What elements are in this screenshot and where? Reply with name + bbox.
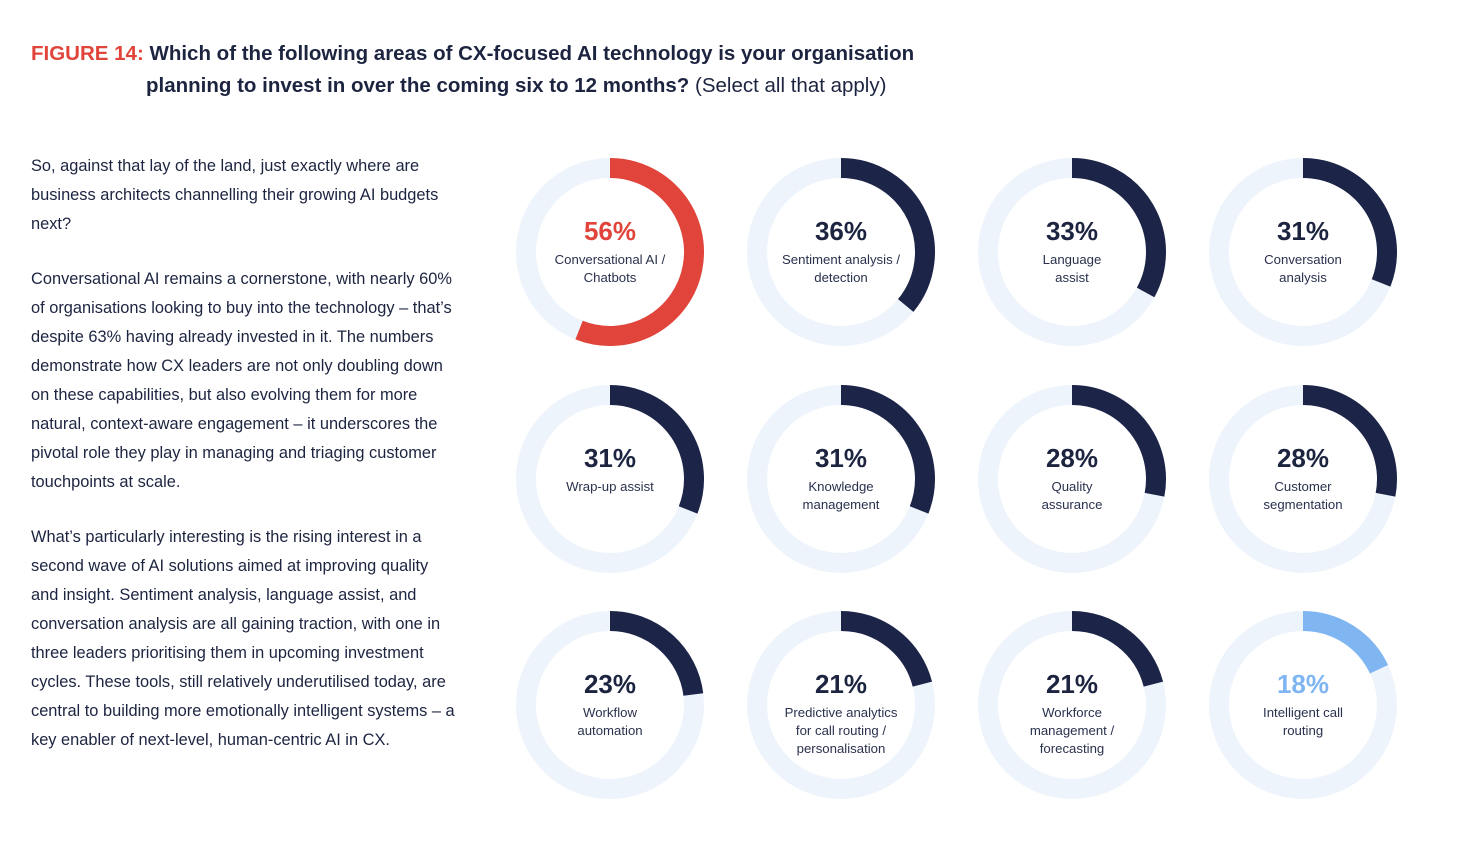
donut-label: routing <box>1283 723 1323 738</box>
donut-arc <box>1071 611 1164 687</box>
paragraph-3: What’s particularly interesting is the r… <box>31 528 455 749</box>
donut-label: detection <box>814 270 868 285</box>
donut-label: Customer <box>1274 479 1332 494</box>
figure-question-line2: planning to invest in over the coming si… <box>146 74 690 97</box>
donut-arc <box>609 611 704 697</box>
donut-workforce-management-forecasting: 21% Workforce management / forecasting <box>978 611 1166 799</box>
donut-label: Wrap-up assist <box>566 479 654 494</box>
figure-label: FIGURE 14: <box>31 42 144 65</box>
donut-label: automation <box>577 723 642 738</box>
donut-label: Chatbots <box>584 270 637 285</box>
donut-label: forecasting <box>1040 741 1105 756</box>
figure-note: (Select all that apply) <box>695 74 887 97</box>
donut-arc <box>840 385 935 514</box>
donut-conversational-ai-chatbots: 56% Conversational AI / Chatbots <box>516 158 704 346</box>
donut-value: 21% <box>1046 669 1098 699</box>
donut-label: Quality <box>1051 479 1092 494</box>
donut-label: Knowledge <box>808 479 873 494</box>
donut-value: 31% <box>584 443 636 473</box>
donut-value: 18% <box>1277 669 1329 699</box>
donut-arc <box>609 385 704 514</box>
donut-value: 21% <box>815 669 867 699</box>
donut-label: analysis <box>1279 270 1327 285</box>
donut-arc <box>840 611 933 687</box>
donut-value: 23% <box>584 669 636 699</box>
donut-label: Predictive analytics <box>785 705 898 720</box>
donut-value: 28% <box>1277 443 1329 473</box>
donut-conversation-analysis: 31% Conversation analysis <box>1209 158 1397 346</box>
donut-arc <box>1302 611 1389 674</box>
paragraph-1: So, against that lay of the land, just e… <box>31 157 439 233</box>
donut-label: segmentation <box>1263 497 1342 512</box>
donut-label: Conversation <box>1264 252 1342 267</box>
donut-workflow-automation: 23% Workflow automation <box>516 611 704 799</box>
donut-label: Sentiment analysis / <box>782 252 900 267</box>
donut-wrap-up-assist: 31% Wrap-up assist <box>516 385 704 573</box>
donut-label: Language <box>1043 252 1102 267</box>
donut-arc <box>575 158 704 346</box>
body-text: So, against that lay of the land, just e… <box>31 152 456 781</box>
donut-intelligent-call-routing: 18% Intelligent call routing <box>1209 611 1397 799</box>
donut-arc <box>1071 385 1166 497</box>
figure-question-line1: Which of the following areas of CX-focus… <box>149 42 915 65</box>
donut-label: management <box>803 497 880 512</box>
donut-quality-assurance: 28% Quality assurance <box>978 385 1166 573</box>
figure-title: FIGURE 14: Which of the following areas … <box>31 38 1031 102</box>
donut-label: personalisation <box>797 741 886 756</box>
donut-value: 28% <box>1046 443 1098 473</box>
donut-knowledge-management: 31% Knowledge management <box>747 385 935 573</box>
donut-label: Workflow <box>583 705 637 720</box>
donut-value: 33% <box>1046 216 1098 246</box>
donut-arc <box>1071 158 1166 298</box>
donut-label: Workforce <box>1042 705 1102 720</box>
donut-label: assist <box>1055 270 1089 285</box>
donut-customer-segmentation: 28% Customer segmentation <box>1209 385 1397 573</box>
donut-label: for call routing / <box>796 723 886 738</box>
donut-label: Conversational AI / <box>555 252 666 267</box>
donut-arc <box>1302 385 1397 497</box>
donut-label: Intelligent call <box>1263 705 1343 720</box>
donut-value: 56% <box>584 216 636 246</box>
donut-value: 36% <box>815 216 867 246</box>
donut-value: 31% <box>1277 216 1329 246</box>
donut-label: assurance <box>1042 497 1103 512</box>
figure-question-line2-wrap: planning to invest in over the coming si… <box>31 70 1031 102</box>
donut-label: management / <box>1030 723 1115 738</box>
donut-value: 31% <box>815 443 867 473</box>
paragraph-2: Conversational AI remains a cornerstone,… <box>31 270 452 491</box>
donut-predictive-analytics-for-call-routing-personalisation: 21% Predictive analytics for call routing … <box>747 611 935 799</box>
donut-sentiment-analysis-detection: 36% Sentiment analysis / detection <box>747 158 935 346</box>
donut-language-assist: 33% Language assist <box>978 158 1166 346</box>
donut-arc <box>840 158 935 312</box>
donut-arc <box>1302 158 1397 287</box>
